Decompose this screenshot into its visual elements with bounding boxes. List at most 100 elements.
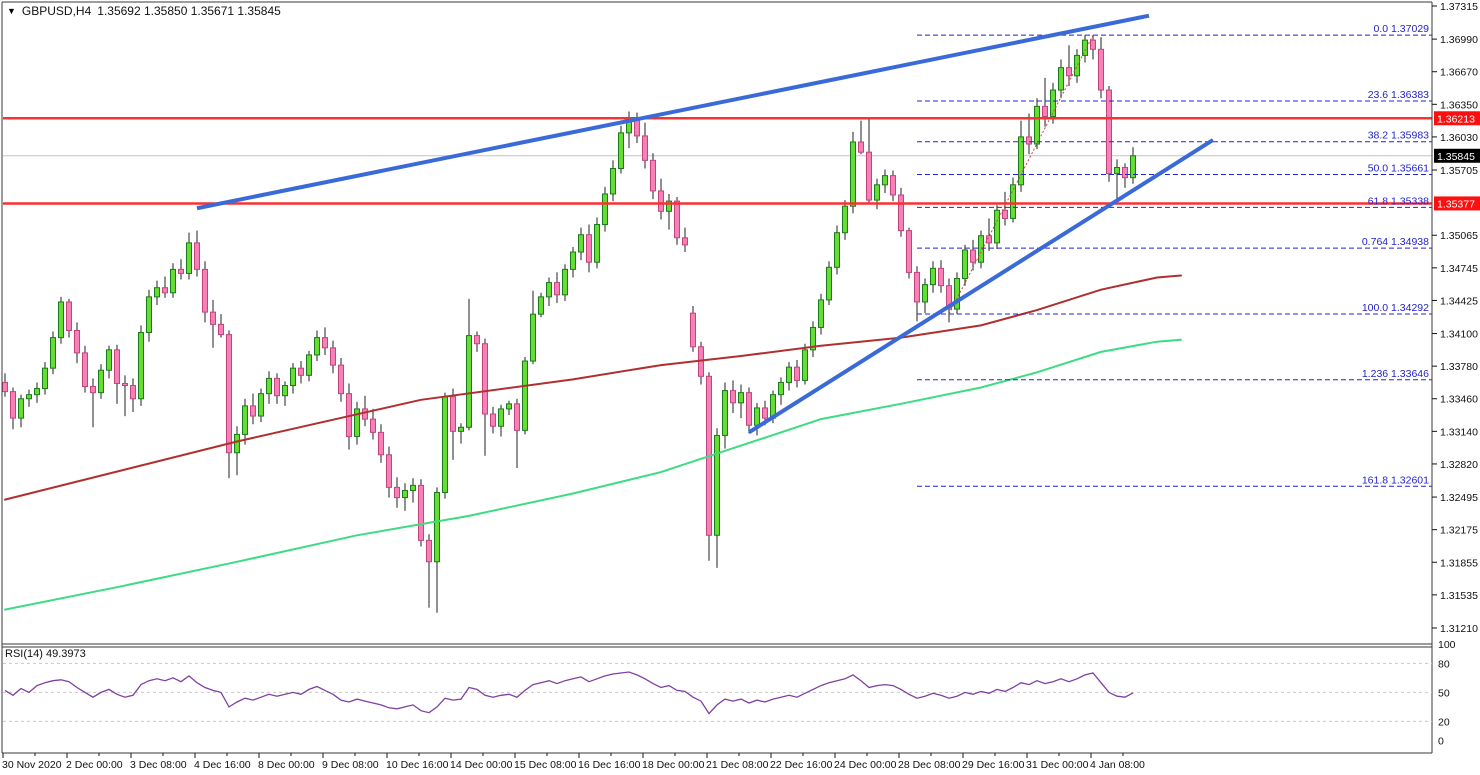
candle-down xyxy=(274,377,280,397)
candle-down xyxy=(162,287,168,294)
candle-up xyxy=(530,313,536,362)
rsi-scale-label: 0 xyxy=(1438,736,1444,748)
candle-down xyxy=(986,235,992,244)
fib-diagonal-line[interactable] xyxy=(948,34,1094,315)
candle-down xyxy=(514,403,520,431)
rsi-line xyxy=(4,671,1134,715)
candle-up xyxy=(1114,166,1120,175)
candle-up xyxy=(1130,155,1136,179)
candle-up xyxy=(498,408,504,427)
candle-up xyxy=(266,377,272,395)
time-label: 24 Dec 00:00 xyxy=(834,759,897,771)
candle-up xyxy=(1050,89,1056,118)
candle-down xyxy=(130,385,136,400)
time-label: 21 Dec 08:00 xyxy=(706,759,769,771)
candle-down xyxy=(730,390,736,404)
candle-down xyxy=(370,418,376,433)
candle-up xyxy=(578,234,584,253)
candle-down xyxy=(970,249,976,263)
time-label: 15 Dec 08:00 xyxy=(514,759,577,771)
candle-down xyxy=(938,267,944,287)
candle-up xyxy=(930,267,936,286)
candle-up xyxy=(258,393,264,417)
candle-down xyxy=(210,311,216,325)
price-tick-label: 1.35705 xyxy=(1440,165,1478,177)
candle-down xyxy=(794,366,800,381)
candle-up xyxy=(922,284,928,303)
candle-down xyxy=(746,392,752,426)
candle-down xyxy=(298,367,304,376)
price-tick-label: 1.32495 xyxy=(1440,492,1478,504)
candle-up xyxy=(98,369,104,394)
price-marker-red xyxy=(1434,111,1480,126)
candle-down xyxy=(66,301,72,331)
candle-down xyxy=(914,271,920,303)
candle-down xyxy=(10,391,16,419)
fib-level-label-61.8: 61.8 1.35338 xyxy=(1368,195,1429,207)
candle-down xyxy=(946,285,952,310)
candle-down xyxy=(90,386,96,394)
fib-level-label-0.764: 0.764 1.34938 xyxy=(1362,236,1429,248)
trendline-upper-channel[interactable] xyxy=(196,13,1150,211)
candle-up xyxy=(1010,184,1016,219)
rsi-scale-label: 80 xyxy=(1438,658,1450,670)
candle-down xyxy=(386,454,392,488)
candle-down xyxy=(1090,39,1096,50)
candle-down xyxy=(450,396,456,432)
candle-down xyxy=(82,352,88,388)
candle-up xyxy=(722,390,728,436)
candle-down xyxy=(178,268,184,274)
fib-level-label-1.236: 1.236 1.33646 xyxy=(1362,368,1429,380)
candle-up xyxy=(826,266,832,301)
candle-up xyxy=(506,403,512,410)
candle-down xyxy=(1122,166,1128,179)
candle-up xyxy=(994,209,1000,244)
candle-down xyxy=(322,337,328,349)
candle-down xyxy=(762,407,768,419)
ma-slow-line xyxy=(4,274,1182,501)
candle-up xyxy=(282,385,288,397)
candle-down xyxy=(202,268,208,313)
candle-down xyxy=(226,334,232,454)
time-label: 4 Jan 08:00 xyxy=(1090,759,1145,771)
chart-plot: 0.0 1.37029 23.6 1.36383 38.2 1.35983 50.0 … xyxy=(2,13,1432,613)
candle-up xyxy=(538,296,544,315)
candle-down xyxy=(378,431,384,456)
time-axis[interactable]: 30 Nov 2020 2 Dec 00:00 3 Dec 08:00 4 Dec 1… xyxy=(2,753,1145,771)
candle-up xyxy=(1034,105,1040,145)
price-marker-red-text: 1.36213 xyxy=(1437,113,1475,125)
trendline-lower-support[interactable] xyxy=(747,138,1215,435)
candles xyxy=(2,35,1136,613)
candle-up xyxy=(18,398,24,419)
fib-level-label-50.0: 50.0 1.35661 xyxy=(1368,163,1429,175)
candle-down xyxy=(1042,105,1048,118)
candle-up xyxy=(42,367,48,390)
candle-up xyxy=(618,132,624,169)
candle-up xyxy=(714,434,720,536)
rsi-value: 49.3973 xyxy=(45,648,86,660)
candle-up xyxy=(170,268,176,294)
time-label: 9 Dec 08:00 xyxy=(322,759,379,771)
pane-borders xyxy=(1,1,1433,754)
candle-up xyxy=(458,426,464,432)
candle-down xyxy=(658,190,664,212)
fib-level-label-38.2: 38.2 1.35983 xyxy=(1368,130,1429,142)
candle-down xyxy=(554,282,560,296)
candle-up xyxy=(242,405,248,435)
rsi-indicator-label: RSI(14) 49.3973 xyxy=(5,648,86,660)
price-tick-label: 1.33140 xyxy=(1440,426,1478,438)
candle-up xyxy=(802,349,808,381)
price-axis[interactable]: 1.37315 1.36990 1.36670 1.36350 1.36030 1.357… xyxy=(1432,1,1480,635)
candle-down xyxy=(866,151,872,201)
time-label: 16 Dec 16:00 xyxy=(578,759,641,771)
rsi-name: RSI(14) xyxy=(5,648,43,660)
price-tick-label: 1.31855 xyxy=(1440,557,1478,569)
candle-down xyxy=(682,237,688,246)
candle-down xyxy=(906,230,912,273)
candle-up xyxy=(810,326,816,351)
symbol-dropdown-icon[interactable]: ▼ xyxy=(7,5,16,16)
price-tick-label: 1.33460 xyxy=(1440,394,1478,406)
candle-up xyxy=(738,392,744,404)
